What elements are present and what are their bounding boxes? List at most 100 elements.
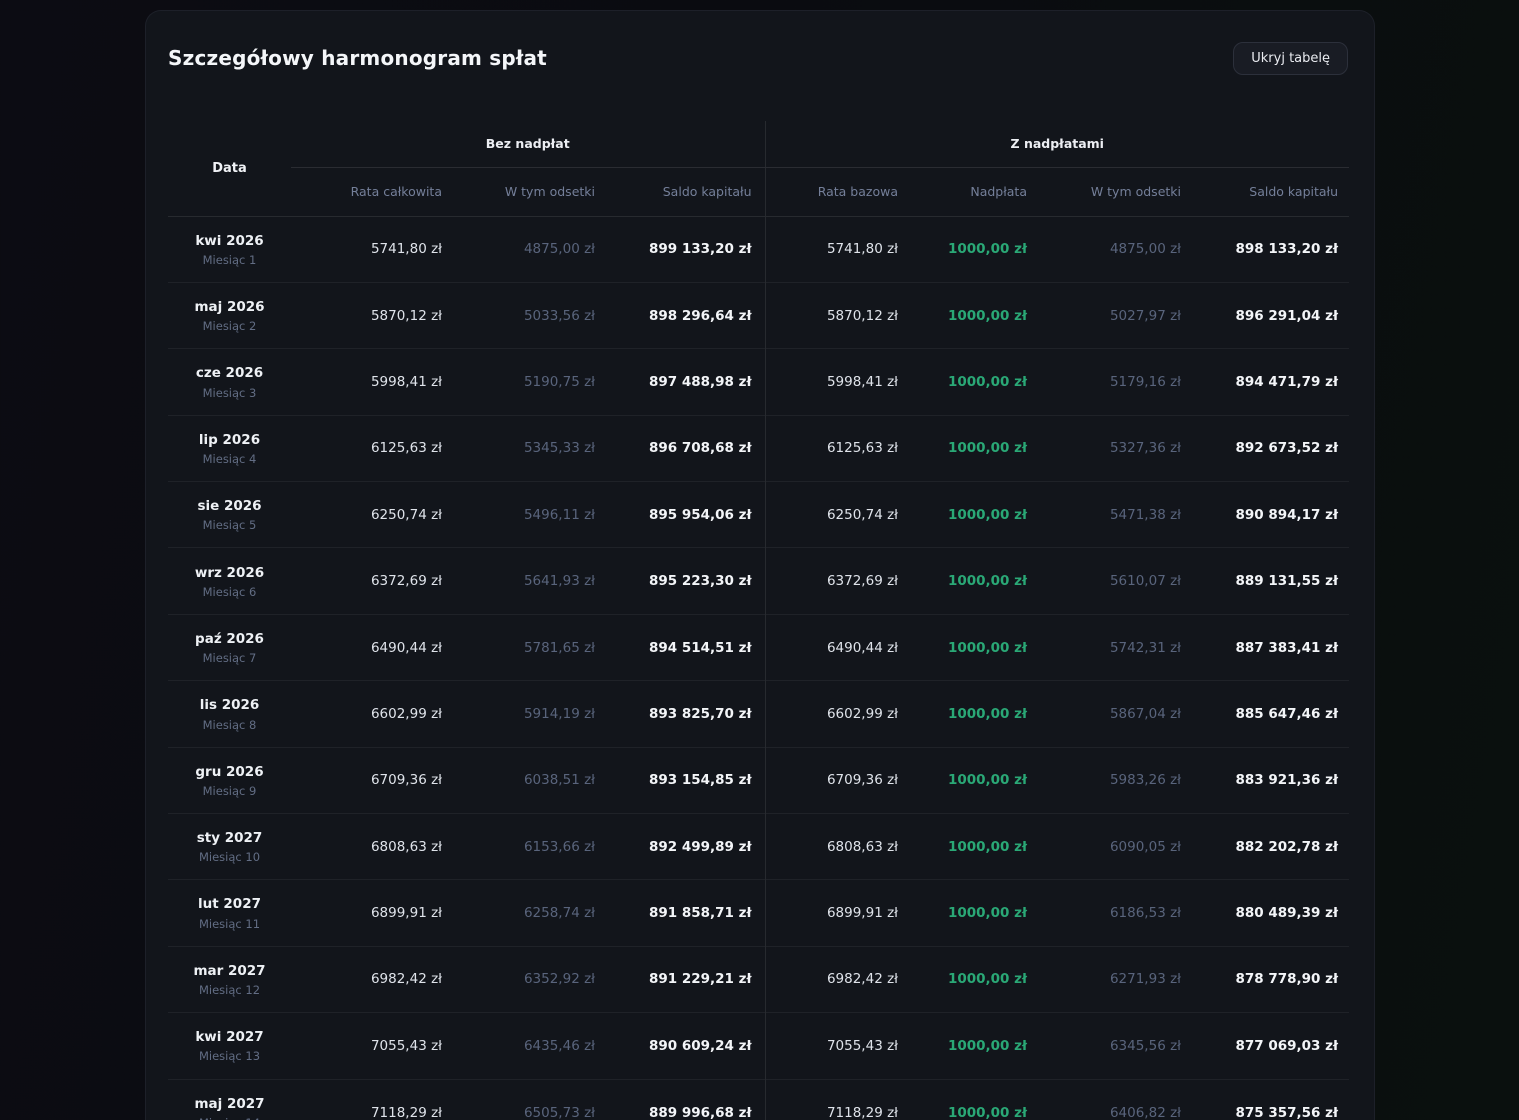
month-name: maj 2027 (194, 1095, 265, 1112)
table-row: lut 2027 Miesiąc 11 6899,91 zł 6258,74 z… (168, 879, 1350, 947)
over-capital-balance-value: 878 778,90 zł (1181, 945, 1350, 1013)
over-capital-balance-value: 887 383,41 zł (1181, 613, 1350, 681)
date-cell: paź 2026 Miesiąc 7 (168, 613, 291, 681)
over-capital-balance-value: 877 069,03 zł (1181, 1012, 1350, 1080)
date-cell: maj 2026 Miesiąc 2 (168, 281, 291, 349)
base-capital-balance-value: 892 499,89 zł (595, 813, 765, 880)
table-body: kwi 2026 Miesiąc 1 5741,80 zł 4875,00 zł… (168, 216, 1350, 1120)
month-name: kwi 2026 (195, 232, 264, 249)
date-cell: lut 2027 Miesiąc 11 (168, 879, 291, 947)
month-number-label: Miesiąc 5 (202, 518, 257, 533)
overpayment-value: 1000,00 zł (898, 813, 1027, 880)
base-capital-balance-value: 895 954,06 zł (595, 481, 765, 548)
over-capital-balance-value: 885 647,46 zł (1181, 680, 1350, 748)
card-header: Szczegółowy harmonogram spłat Ukryj tabe… (146, 11, 1374, 75)
over-base-installment-value: 6125,63 zł (764, 414, 898, 482)
over-interest-value: 6186,53 zł (1027, 879, 1181, 947)
base-interest-value: 6505,73 zł (442, 1078, 595, 1120)
overpayment-value: 1000,00 zł (898, 1012, 1027, 1080)
base-interest-value: 5641,93 zł (442, 547, 595, 615)
base-installment-value: 6125,63 zł (291, 414, 442, 482)
page-title: Szczegółowy harmonogram spłat (168, 46, 547, 70)
table-row: sty 2027 Miesiąc 10 6808,63 zł 6153,66 z… (168, 813, 1350, 880)
base-installment-value: 6372,69 zł (291, 547, 442, 615)
column-header-total-installment: Rata całkowita (291, 167, 442, 217)
month-number-label: Miesiąc 4 (202, 451, 257, 466)
over-interest-value: 6345,56 zł (1027, 1012, 1181, 1080)
table-header: Data Bez nadpłat Z nadpłatami Rata całko… (168, 121, 1350, 217)
column-header-capital-balance-base: Saldo kapitału (595, 167, 765, 217)
month-number-label: Miesiąc 12 (198, 983, 261, 998)
date-cell: maj 2027 Miesiąc 14 (168, 1078, 291, 1120)
month-number-label: Miesiąc 6 (202, 584, 257, 599)
base-installment-value: 7055,43 zł (291, 1012, 442, 1080)
base-capital-balance-value: 897 488,98 zł (595, 348, 765, 416)
base-interest-value: 5190,75 zł (442, 348, 595, 416)
overpayment-value: 1000,00 zł (898, 746, 1027, 814)
base-installment-value: 6602,99 zł (291, 680, 442, 748)
base-installment-value: 6899,91 zł (291, 879, 442, 947)
month-number-label: Miesiąc 3 (202, 385, 257, 400)
over-capital-balance-value: 894 471,79 zł (1181, 348, 1350, 416)
over-base-installment-value: 7118,29 zł (764, 1078, 898, 1120)
overpayment-value: 1000,00 zł (898, 945, 1027, 1013)
date-cell: sty 2027 Miesiąc 10 (168, 813, 291, 880)
over-base-installment-value: 6250,74 zł (764, 481, 898, 548)
over-interest-value: 5983,26 zł (1027, 746, 1181, 814)
base-capital-balance-value: 893 825,70 zł (595, 680, 765, 748)
month-name: lut 2027 (198, 896, 261, 913)
month-name: gru 2026 (195, 763, 264, 780)
over-interest-value: 6090,05 zł (1027, 813, 1181, 880)
base-interest-value: 5033,56 zł (442, 281, 595, 349)
base-capital-balance-value: 895 223,30 zł (595, 547, 765, 615)
column-header-capital-balance-over: Saldo kapitału (1181, 167, 1350, 217)
date-cell: kwi 2027 Miesiąc 13 (168, 1012, 291, 1080)
overpayment-value: 1000,00 zł (898, 680, 1027, 748)
over-interest-value: 4875,00 zł (1109, 241, 1181, 258)
over-capital-balance-value: 890 894,17 zł (1181, 481, 1350, 548)
month-number-label: Miesiąc 9 (202, 783, 257, 798)
date-cell: wrz 2026 Miesiąc 6 (168, 547, 291, 615)
month-name: lip 2026 (198, 431, 261, 448)
over-capital-balance-value: 898 133,20 zł (1235, 241, 1339, 258)
over-base-installment-value: 6490,44 zł (764, 613, 898, 681)
month-name: sty 2027 (196, 830, 263, 847)
group-header-without-overpayments: Bez nadpłat (291, 121, 765, 168)
over-interest-value: 6271,93 zł (1027, 945, 1181, 1013)
over-capital-balance-value: 875 357,56 zł (1181, 1078, 1350, 1120)
date-cell: sie 2026 Miesiąc 5 (168, 481, 291, 548)
over-interest-value: 5471,38 zł (1027, 481, 1181, 548)
column-header-date: Data (168, 121, 291, 217)
base-interest-value: 5345,33 zł (442, 414, 595, 482)
base-capital-balance-value: 894 514,51 zł (595, 613, 765, 681)
over-base-installment-value: 6899,91 zł (764, 879, 898, 947)
base-interest-value: 5914,19 zł (442, 680, 595, 748)
schedule-card: Szczegółowy harmonogram spłat Ukryj tabe… (145, 10, 1375, 1120)
date-cell: lis 2026 Miesiąc 8 (168, 680, 291, 748)
table-row: sie 2026 Miesiąc 5 6250,74 zł 5496,11 zł… (168, 481, 1350, 548)
date-cell: kwi 2026 Miesiąc 1 (168, 216, 291, 282)
base-capital-balance-value: 893 154,85 zł (595, 746, 765, 814)
over-base-installment-value: 6372,69 zł (764, 547, 898, 615)
month-name: wrz 2026 (194, 564, 265, 581)
month-name: sie 2026 (197, 498, 262, 515)
month-number-label: Miesiąc 10 (198, 850, 261, 865)
hide-table-button[interactable]: Ukryj tabelę (1233, 41, 1348, 75)
table-row: lip 2026 Miesiąc 4 6125,63 zł 5345,33 zł… (168, 414, 1350, 482)
column-header-overpayment: Nadpłata (898, 167, 1027, 217)
table-row: lis 2026 Miesiąc 8 6602,99 zł 5914,19 zł… (168, 680, 1350, 748)
over-base-installment-value: 6982,42 zł (764, 945, 898, 1013)
month-number-label: Miesiąc 11 (198, 916, 261, 931)
over-interest-value: 5027,97 zł (1027, 281, 1181, 349)
base-interest-value: 6038,51 zł (442, 746, 595, 814)
column-header-interest-base: W tym odsetki (442, 167, 595, 217)
column-header-base-installment: Rata bazowa (764, 167, 898, 217)
base-installment-value: 6808,63 zł (291, 813, 442, 880)
base-installment-value: 5870,12 zł (291, 281, 442, 349)
date-cell: mar 2027 Miesiąc 12 (168, 945, 291, 1013)
month-number-label: Miesiąc 7 (202, 651, 257, 666)
overpayment-value: 1000,00 zł (898, 879, 1027, 947)
table-row: maj 2027 Miesiąc 14 7118,29 zł 6505,73 z… (168, 1078, 1350, 1120)
over-interest-value: 5327,36 zł (1027, 414, 1181, 482)
